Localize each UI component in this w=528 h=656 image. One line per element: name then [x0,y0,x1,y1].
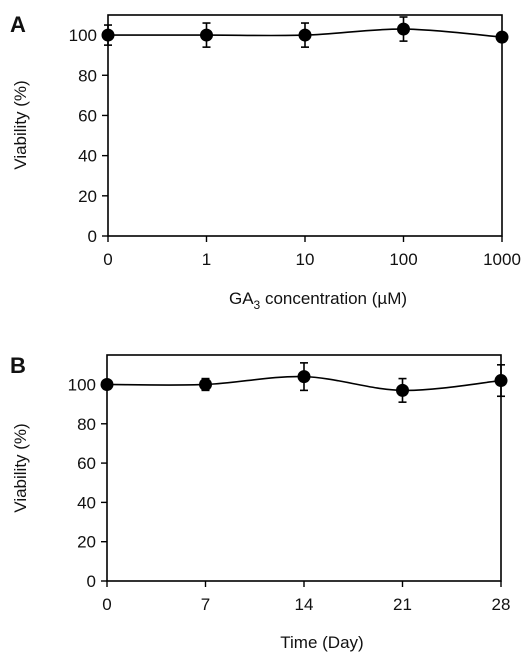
panel-b-y-tick-label: 0 [87,572,96,591]
panel-a-data-point [299,29,312,42]
panel-b-data-point [396,384,409,397]
panel-b-letter: B [10,353,26,378]
panel-a-y-axis-label: Viability (%) [11,80,30,169]
panel-a-y-tick-label: 100 [69,26,97,45]
panel-a-data-point [496,31,509,44]
panel-a-x-axis-label-prefix: GA [229,289,254,308]
panel-a-x-tick-label: 1 [202,250,211,269]
panel-b-x-tick-label: 21 [393,595,412,614]
panel-b-data-point [199,378,212,391]
panel-a-x-tick-label: 10 [296,250,315,269]
panel-a-y-tick-label: 20 [78,187,97,206]
panel-b: B 0 20 40 60 80 100 0 7 14 21 28 Viability (%) Ti… [10,353,510,652]
panel-b-y-tick-label: 40 [77,493,96,512]
panel-b-y-tick-label: 80 [77,415,96,434]
panel-a-x-axis-label-suffix: concentration (µM) [260,289,407,308]
panel-a-plot-frame [108,15,502,236]
panel-a-x-tick-label: 1000 [483,250,521,269]
panel-b-data-point [495,374,508,387]
panel-b-x-axis-label: Time (Day) [280,633,363,652]
panel-a-y-ticks: 0 20 40 60 80 100 [69,26,108,246]
panel-b-x-tick-label: 7 [201,595,210,614]
panel-a-y-tick-label: 0 [88,227,97,246]
panel-b-x-tick-label: 0 [102,595,111,614]
panel-a-x-axis-label: GA3 concentration (µM) [229,289,407,312]
panel-a-error-bars [104,17,408,47]
panel-b-y-tick-label: 60 [77,454,96,473]
panel-b-y-tick-label: 20 [77,533,96,552]
panel-a-y-tick-label: 40 [78,147,97,166]
panel-a-x-tick-label: 0 [103,250,112,269]
panel-b-data-point [298,370,311,383]
panel-a-x-tick-label: 100 [389,250,417,269]
panel-a-data-point [397,23,410,36]
panel-b-y-tick-label: 100 [68,375,96,394]
panel-a-data-point [102,29,115,42]
panel-a-letter: A [10,12,26,37]
panel-a-x-ticks: 0 1 10 100 1000 [103,236,521,269]
panel-b-y-axis-label: Viability (%) [11,423,30,512]
panel-b-data-point [101,378,114,391]
panel-b-x-tick-label: 28 [492,595,511,614]
panel-b-x-tick-label: 14 [295,595,314,614]
panel-b-error-bars [202,363,506,402]
panel-a-y-tick-label: 60 [78,106,97,125]
panel-a-data-point [200,29,213,42]
panel-a: A 0 20 40 60 80 100 0 1 10 100 1000 Viability (%)… [10,12,521,312]
panel-a-y-tick-label: 80 [78,66,97,85]
panel-b-y-ticks: 0 20 40 60 80 100 [68,375,107,591]
panel-b-x-ticks: 0 7 14 21 28 [102,581,510,614]
